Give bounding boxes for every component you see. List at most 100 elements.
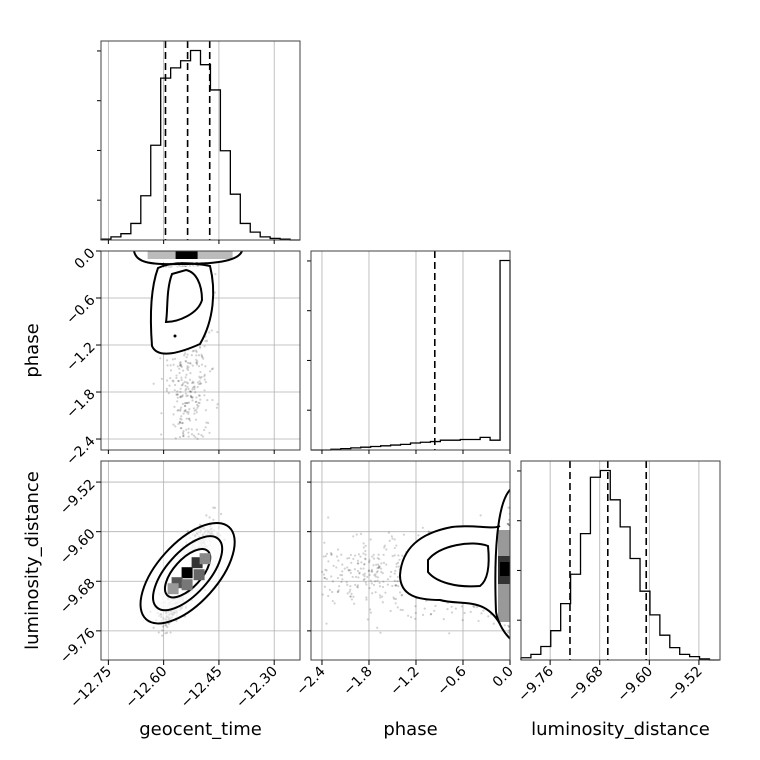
sample-point <box>198 345 202 348</box>
sample-point <box>355 533 358 536</box>
sample-point <box>204 426 207 429</box>
sample-point <box>381 601 384 604</box>
sample-point <box>397 565 400 568</box>
axes-frame <box>100 460 301 661</box>
sample-point <box>191 386 195 389</box>
sample-point <box>341 570 344 573</box>
sample-point <box>186 401 189 405</box>
sample-point <box>195 354 198 357</box>
sample-point <box>450 611 454 614</box>
sample-point <box>184 376 187 379</box>
sample-point <box>357 576 360 579</box>
sample-point <box>180 426 183 430</box>
sample-point <box>207 421 210 425</box>
sample-point <box>179 408 182 411</box>
sample-point <box>330 575 333 578</box>
sample-point <box>180 395 183 398</box>
sample-point <box>189 390 193 393</box>
sample-point <box>376 567 379 570</box>
panel-luminosity_distance-phase <box>310 460 511 661</box>
sample-point <box>181 421 184 425</box>
sample-point <box>360 561 363 564</box>
sample-point <box>181 383 184 386</box>
sample-point <box>345 581 348 584</box>
contour-line <box>149 262 215 355</box>
sample-point <box>166 626 169 629</box>
sample-point <box>189 395 193 398</box>
sample-point <box>171 379 174 382</box>
sample-point <box>161 634 164 637</box>
sample-point <box>211 398 214 402</box>
sample-point <box>176 365 179 368</box>
sample-point <box>190 428 193 431</box>
sample-point <box>208 331 211 334</box>
sample-point <box>160 433 163 436</box>
sample-point <box>187 401 191 404</box>
density-cell <box>167 583 179 595</box>
sample-point <box>186 367 189 370</box>
sample-point <box>477 619 480 623</box>
density-cell <box>171 577 183 589</box>
sample-point <box>506 522 509 526</box>
sample-point <box>507 522 510 525</box>
sample-point <box>368 559 371 562</box>
sample-point <box>198 375 201 378</box>
sample-point <box>355 585 359 588</box>
sample-point <box>186 382 189 385</box>
sample-point <box>202 357 205 360</box>
sample-point <box>180 418 183 421</box>
sample-point <box>208 516 211 519</box>
sample-point <box>442 617 445 621</box>
sample-point <box>179 421 182 425</box>
panel-luminosity_distance-geocent_time <box>100 460 301 661</box>
sample-point <box>433 609 436 612</box>
sample-point <box>189 362 192 365</box>
sample-point <box>178 264 181 267</box>
density-cell <box>175 251 198 259</box>
sample-point <box>184 409 187 412</box>
sample-point <box>356 584 360 587</box>
sample-point <box>181 264 184 267</box>
sample-point <box>201 356 204 359</box>
sample-point <box>191 380 194 383</box>
panel-geocent_time-geocent_time <box>97 40 301 241</box>
sample-point <box>182 434 185 438</box>
sample-point <box>329 551 333 555</box>
sample-point <box>179 363 183 366</box>
sample-point <box>323 585 326 588</box>
sample-point <box>194 418 198 421</box>
sample-point <box>192 349 196 352</box>
sample-point <box>372 583 376 587</box>
sample-point <box>195 411 198 414</box>
sample-point <box>182 382 185 385</box>
sample-point <box>377 566 380 569</box>
sample-point <box>180 384 183 387</box>
sample-point <box>160 412 163 415</box>
sample-point <box>340 553 343 556</box>
sample-point <box>160 377 163 380</box>
sample-point <box>362 542 365 545</box>
sample-point <box>179 365 183 368</box>
sample-point <box>382 561 386 564</box>
sample-point <box>350 598 353 601</box>
sample-point <box>203 375 206 378</box>
sample-point <box>352 595 355 598</box>
sample-point <box>367 570 370 573</box>
sample-point <box>191 396 194 399</box>
sample-point <box>179 427 182 430</box>
sample-point <box>173 357 177 360</box>
sample-point <box>185 395 188 398</box>
sample-point <box>396 606 399 609</box>
sample-point <box>370 582 373 585</box>
sample-point <box>198 394 201 397</box>
sample-point <box>377 553 380 556</box>
sample-point <box>165 631 169 634</box>
sample-point <box>336 590 340 593</box>
sample-point <box>359 555 362 558</box>
sample-point <box>356 559 360 562</box>
sample-point <box>185 387 188 390</box>
sample-point <box>409 616 413 619</box>
sample-point <box>175 393 179 396</box>
sample-point <box>166 359 169 362</box>
panel-luminosity_distance-luminosity_distance <box>517 460 721 661</box>
